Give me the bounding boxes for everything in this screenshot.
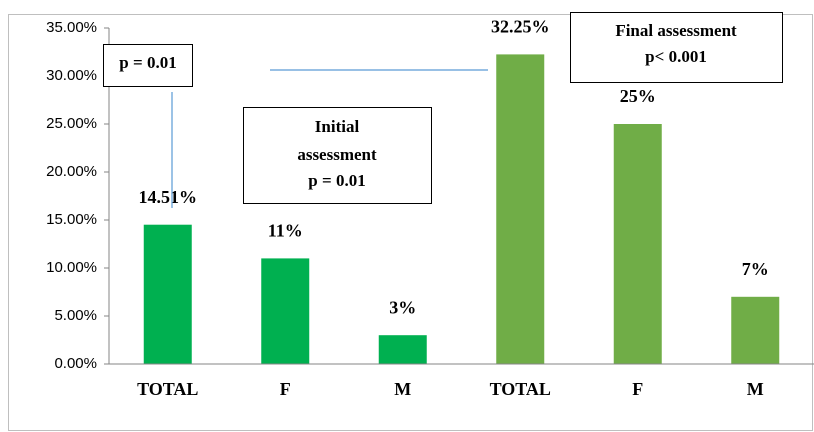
x-tick-label: TOTAL <box>490 379 551 399</box>
annotation: p = 0.01 <box>119 53 176 72</box>
bar <box>496 54 545 365</box>
value-label: 7% <box>742 259 769 279</box>
annotation: p = 0.01 <box>308 171 365 190</box>
value-label: 11% <box>268 221 303 241</box>
annotation: Final assessment <box>615 21 737 40</box>
annotation-box <box>243 107 432 204</box>
annotation: Initial <box>315 117 360 136</box>
x-tick-label: F <box>280 379 291 399</box>
bar <box>731 296 780 364</box>
value-label: 25% <box>620 86 656 106</box>
bar <box>143 224 192 364</box>
chart-frame <box>8 14 813 431</box>
y-tick-label: 25.00% <box>46 115 97 132</box>
y-tick-label: 15.00% <box>46 211 97 228</box>
value-label: 3% <box>389 297 416 317</box>
annotation: assessment <box>297 145 377 164</box>
y-tick-label: 35.00% <box>46 19 97 36</box>
bar <box>613 124 662 364</box>
annotation: p< 0.001 <box>645 47 707 66</box>
x-tick-label: M <box>394 379 411 399</box>
x-tick-label: TOTAL <box>137 379 198 399</box>
value-label: 14.51% <box>139 187 198 207</box>
y-tick-label: 10.00% <box>46 259 97 276</box>
value-label: 32.25% <box>491 17 550 37</box>
annotation-box <box>570 12 783 83</box>
y-tick-label: 20.00% <box>46 163 97 180</box>
y-tick-label: 0.00% <box>54 355 97 372</box>
y-tick-label: 5.00% <box>54 307 97 324</box>
bar <box>261 258 310 364</box>
x-tick-label: M <box>747 379 764 399</box>
x-tick-label: F <box>632 379 643 399</box>
y-tick-label: 30.00% <box>46 67 97 84</box>
bar <box>378 335 427 364</box>
annotation-box <box>103 44 193 87</box>
